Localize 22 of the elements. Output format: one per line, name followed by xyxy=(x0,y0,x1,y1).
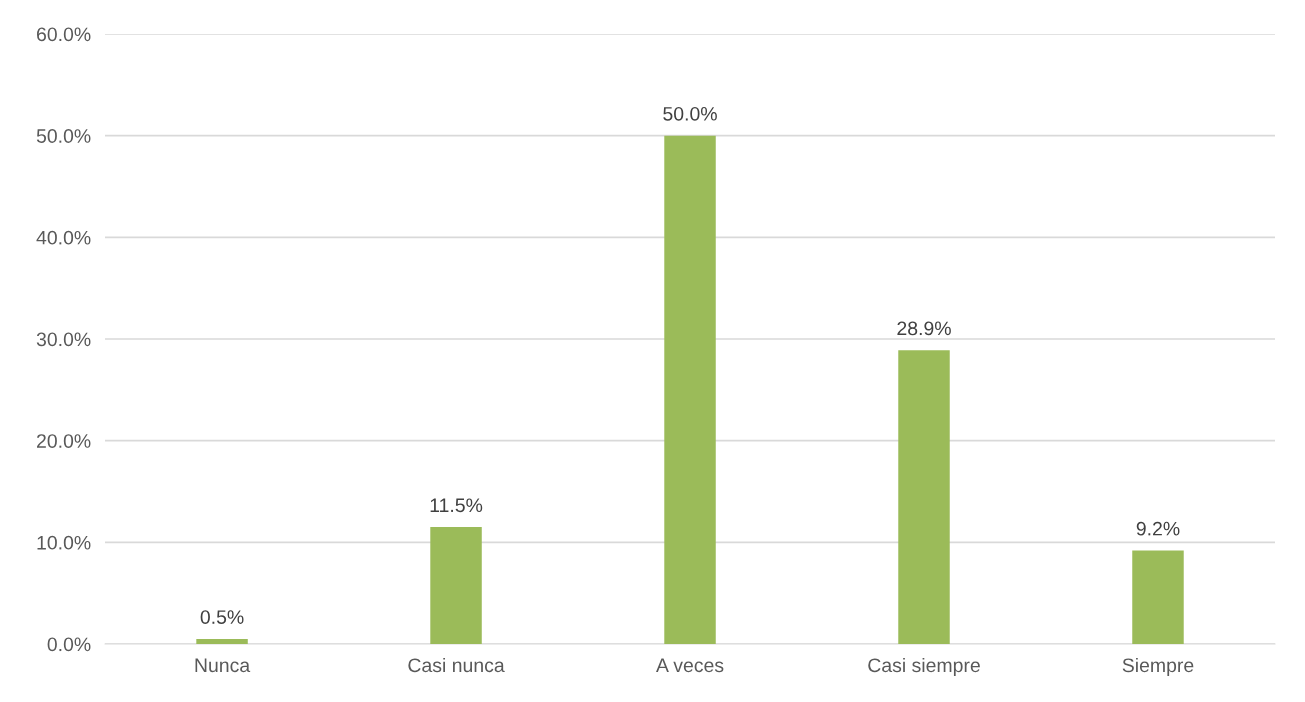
y-tick-label: 30.0% xyxy=(36,332,91,347)
data-label: 28.9% xyxy=(897,321,951,336)
bar xyxy=(898,350,950,645)
bar xyxy=(430,527,482,645)
y-tick-label: 50.0% xyxy=(36,129,91,143)
x-tick-label: Nunca xyxy=(195,658,251,673)
y-tick-label: 10.0% xyxy=(37,535,91,550)
data-label: 0.5% xyxy=(200,610,244,624)
data-label: 50.0% xyxy=(663,106,717,121)
bar xyxy=(664,135,716,645)
x-tick-label: Siempre xyxy=(1122,657,1194,677)
y-tick-label: 20.0% xyxy=(37,434,91,448)
data-label: 11.5% xyxy=(430,498,483,513)
bar xyxy=(196,638,248,645)
x-tick-label: Casi siempre xyxy=(868,657,980,677)
y-tick-label: 40.0% xyxy=(36,230,91,245)
x-tick-label: Casi nunca xyxy=(408,657,505,673)
data-label: 9.2% xyxy=(1136,521,1180,536)
y-tick-label: 60.0% xyxy=(37,27,91,42)
x-tick-label: A veces xyxy=(656,658,724,673)
bar xyxy=(1132,550,1184,645)
y-tick-label: 0.0% xyxy=(47,637,91,652)
